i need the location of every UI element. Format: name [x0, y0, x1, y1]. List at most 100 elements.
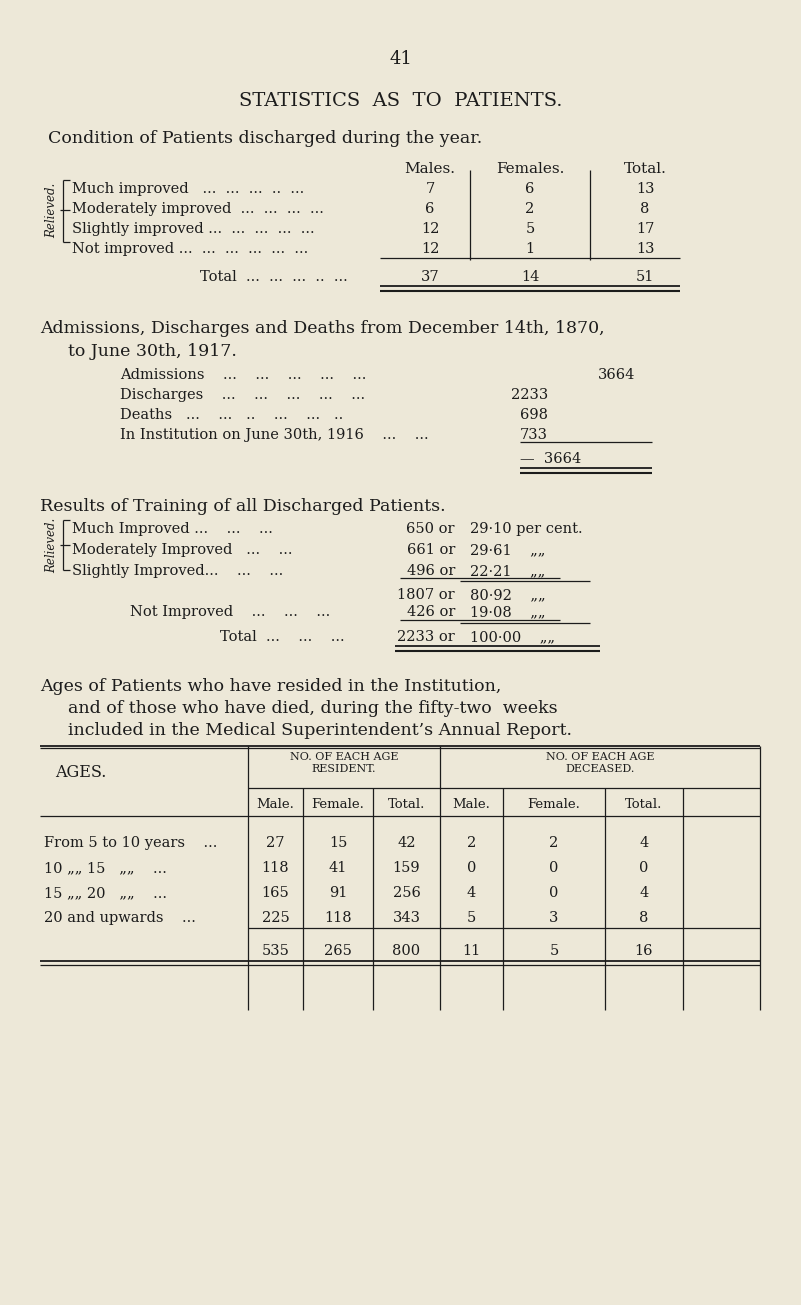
Text: NO. OF EACH AGE
DECEASED.: NO. OF EACH AGE DECEASED.	[545, 752, 654, 774]
Text: 4: 4	[467, 886, 476, 900]
Text: 37: 37	[421, 270, 439, 284]
Text: 41: 41	[389, 50, 412, 68]
Text: Deaths   ...    ...   ..    ...    ...   ..: Deaths ... ... .. ... ... ..	[120, 408, 344, 422]
Text: 2233: 2233	[511, 388, 548, 402]
Text: 4: 4	[639, 886, 649, 900]
Text: 0: 0	[549, 886, 558, 900]
Text: to June 30th, 1917.: to June 30th, 1917.	[68, 343, 237, 360]
Text: 2: 2	[525, 202, 534, 217]
Text: Slightly improved ...  ...  ...  ...  ...: Slightly improved ... ... ... ... ...	[72, 222, 315, 236]
Text: Much Improved ...    ...    ...: Much Improved ... ... ...	[72, 522, 273, 536]
Text: 80·92    „„: 80·92 „„	[470, 589, 545, 602]
Text: 51: 51	[636, 270, 654, 284]
Text: Female.: Female.	[528, 797, 581, 810]
Text: 4: 4	[639, 837, 649, 850]
Text: Moderately improved  ...  ...  ...  ...: Moderately improved ... ... ... ...	[72, 202, 324, 217]
Text: included in the Medical Superintendent’s Annual Report.: included in the Medical Superintendent’s…	[68, 722, 572, 739]
Text: 650 or: 650 or	[406, 522, 455, 536]
Text: 11: 11	[462, 944, 481, 958]
Text: 42: 42	[397, 837, 416, 850]
Text: Male.: Male.	[453, 797, 490, 810]
Text: 13: 13	[636, 241, 654, 256]
Text: 27: 27	[266, 837, 284, 850]
Text: 3664: 3664	[598, 368, 635, 382]
Text: Total  ...  ...  ...  ..  ...: Total ... ... ... .. ...	[200, 270, 348, 284]
Text: 1: 1	[525, 241, 534, 256]
Text: 733: 733	[520, 428, 548, 442]
Text: Discharges    ...    ...    ...    ...    ...: Discharges ... ... ... ... ...	[120, 388, 365, 402]
Text: Admissions, Discharges and Deaths from December 14th, 1870,: Admissions, Discharges and Deaths from D…	[40, 320, 605, 337]
Text: 17: 17	[636, 222, 654, 236]
Text: NO. OF EACH AGE
RESIDENT.: NO. OF EACH AGE RESIDENT.	[290, 752, 398, 774]
Text: 6: 6	[425, 202, 435, 217]
Text: In Institution on June 30th, 1916    ...    ...: In Institution on June 30th, 1916 ... ..…	[120, 428, 429, 442]
Text: 698: 698	[520, 408, 548, 422]
Text: 2: 2	[549, 837, 558, 850]
Text: Moderately Improved   ...    ...: Moderately Improved ... ...	[72, 543, 292, 557]
Text: 20 and upwards    ...: 20 and upwards ...	[44, 911, 196, 925]
Text: 800: 800	[392, 944, 421, 958]
Text: Much improved   ...  ...  ...  ..  ...: Much improved ... ... ... .. ...	[72, 181, 304, 196]
Text: 1807 or: 1807 or	[397, 589, 455, 602]
Text: 100·00    „„: 100·00 „„	[470, 630, 555, 643]
Text: 256: 256	[392, 886, 421, 900]
Text: —  3664: — 3664	[520, 452, 582, 466]
Text: Not improved ...  ...  ...  ...  ...  ...: Not improved ... ... ... ... ... ...	[72, 241, 308, 256]
Text: 8: 8	[640, 202, 650, 217]
Text: Admissions    ...    ...    ...    ...    ...: Admissions ... ... ... ... ...	[120, 368, 366, 382]
Text: Female.: Female.	[312, 797, 364, 810]
Text: AGES.: AGES.	[55, 763, 107, 780]
Text: Male.: Male.	[256, 797, 295, 810]
Text: 41: 41	[329, 861, 347, 874]
Text: Total.: Total.	[623, 162, 666, 176]
Text: 225: 225	[262, 911, 289, 925]
Text: From 5 to 10 years    ...: From 5 to 10 years ...	[44, 837, 217, 850]
Text: 8: 8	[639, 911, 649, 925]
Text: 15 „„ 20   „„    ...: 15 „„ 20 „„ ...	[44, 886, 167, 900]
Text: 426 or: 426 or	[407, 606, 455, 619]
Text: 16: 16	[634, 944, 654, 958]
Text: Results of Training of all Discharged Patients.: Results of Training of all Discharged Pa…	[40, 499, 445, 515]
Text: 29·61    „„: 29·61 „„	[470, 543, 545, 557]
Text: Not Improved    ...    ...    ...: Not Improved ... ... ...	[130, 606, 330, 619]
Text: 3: 3	[549, 911, 558, 925]
Text: 343: 343	[392, 911, 421, 925]
Text: 165: 165	[262, 886, 289, 900]
Text: 496 or: 496 or	[407, 564, 455, 578]
Text: Females.: Females.	[496, 162, 564, 176]
Text: Males.: Males.	[405, 162, 456, 176]
Text: 13: 13	[636, 181, 654, 196]
Text: 0: 0	[639, 861, 649, 874]
Text: 118: 118	[324, 911, 352, 925]
Text: 535: 535	[262, 944, 289, 958]
Text: 91: 91	[329, 886, 347, 900]
Text: 6: 6	[525, 181, 535, 196]
Text: 5: 5	[525, 222, 534, 236]
Text: 15: 15	[329, 837, 347, 850]
Text: Total.: Total.	[626, 797, 662, 810]
Text: 5: 5	[549, 944, 558, 958]
Text: Total.: Total.	[388, 797, 425, 810]
Text: 5: 5	[467, 911, 476, 925]
Text: 7: 7	[425, 181, 435, 196]
Text: 22·21    „„: 22·21 „„	[470, 564, 545, 578]
Text: 10 „„ 15   „„    ...: 10 „„ 15 „„ ...	[44, 861, 167, 874]
Text: Relieved.: Relieved.	[46, 517, 58, 573]
Text: STATISTICS  AS  TO  PATIENTS.: STATISTICS AS TO PATIENTS.	[239, 91, 562, 110]
Text: Slightly Improved...    ...    ...: Slightly Improved... ... ...	[72, 564, 284, 578]
Text: Relieved.: Relieved.	[46, 183, 58, 238]
Text: and of those who have died, during the fifty-two  weeks: and of those who have died, during the f…	[68, 699, 557, 716]
Text: 661 or: 661 or	[407, 543, 455, 557]
Text: 2: 2	[467, 837, 476, 850]
Text: 14: 14	[521, 270, 539, 284]
Text: 265: 265	[324, 944, 352, 958]
Text: 12: 12	[421, 241, 439, 256]
Text: 2233 or: 2233 or	[397, 630, 455, 643]
Text: 29·10 per cent.: 29·10 per cent.	[470, 522, 582, 536]
Text: 19·08    „„: 19·08 „„	[470, 606, 545, 619]
Text: Total  ...    ...    ...: Total ... ... ...	[220, 630, 344, 643]
Text: 0: 0	[467, 861, 476, 874]
Text: Condition of Patients discharged during the year.: Condition of Patients discharged during …	[48, 130, 482, 147]
Text: 159: 159	[392, 861, 421, 874]
Text: 0: 0	[549, 861, 558, 874]
